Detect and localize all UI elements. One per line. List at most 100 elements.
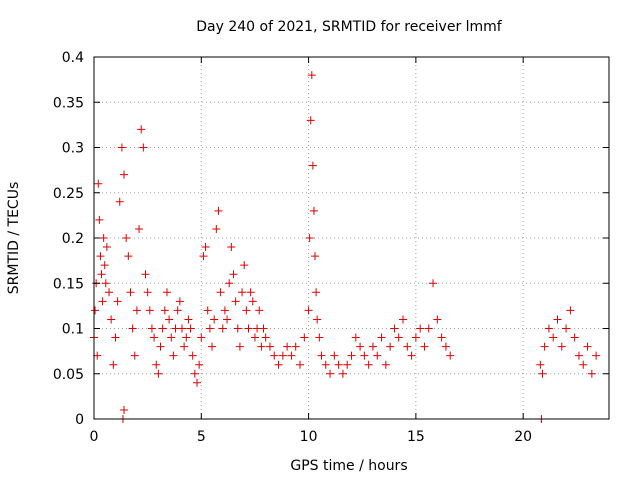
data-point — [117, 143, 126, 152]
data-point — [311, 252, 320, 261]
data-point — [102, 243, 111, 252]
data-point — [242, 306, 251, 315]
data-point — [111, 333, 120, 342]
data-point — [240, 261, 249, 270]
data-point — [265, 342, 274, 351]
data-point — [364, 360, 373, 369]
data-point — [309, 206, 318, 215]
data-point — [137, 125, 146, 134]
y-tick-label: 0.4 — [62, 50, 84, 66]
data-point — [274, 360, 283, 369]
data-point — [152, 360, 161, 369]
data-point — [538, 369, 547, 378]
y-tick-label: 0.05 — [53, 367, 84, 383]
x-tick-label: 0 — [90, 429, 99, 445]
data-point — [416, 324, 425, 333]
data-point — [218, 324, 227, 333]
data-point — [429, 279, 438, 288]
data-point — [235, 342, 244, 351]
data-point — [193, 378, 201, 387]
data-point — [424, 324, 433, 333]
data-point — [203, 306, 212, 315]
data-point — [95, 215, 104, 224]
data-point — [101, 279, 110, 288]
x-axis-label: GPS time / hours — [290, 458, 407, 474]
data-point — [330, 351, 339, 360]
y-tick-label: 0.1 — [62, 322, 84, 338]
data-point — [105, 288, 114, 297]
data-point — [441, 342, 450, 351]
data-point — [120, 405, 129, 414]
data-point — [390, 324, 399, 333]
data-point — [257, 342, 266, 351]
data-point — [411, 333, 420, 342]
axes: 0 0.05 0.1 0.15 0.2 0.25 0.3 0.35 0.4 0 5 10 15 20 — [53, 50, 610, 445]
data-point — [94, 179, 103, 188]
y-tick-label: 0.3 — [62, 141, 84, 157]
data-point — [205, 324, 214, 333]
data-point — [317, 351, 326, 360]
data-point — [347, 351, 356, 360]
data-point — [308, 161, 317, 170]
data-point — [231, 297, 240, 306]
data-point — [147, 324, 156, 333]
data-point — [250, 333, 259, 342]
data-point — [124, 252, 133, 261]
data-point — [244, 324, 253, 333]
data-points — [90, 71, 601, 423]
data-point — [132, 306, 141, 315]
data-point — [175, 297, 184, 306]
data-point — [238, 288, 247, 297]
data-point — [122, 234, 131, 242]
data-point — [177, 324, 186, 333]
data-point — [587, 369, 596, 378]
y-axis-label: SRMTID / TECUs — [6, 182, 22, 295]
data-point — [321, 360, 330, 369]
data-point — [143, 288, 152, 297]
data-point — [557, 342, 566, 351]
data-point — [259, 324, 268, 333]
data-point — [195, 360, 204, 369]
data-point — [216, 288, 225, 297]
data-point — [167, 333, 176, 342]
data-point — [536, 360, 545, 369]
data-point — [306, 116, 315, 125]
data-point — [351, 333, 360, 342]
data-point — [208, 342, 217, 351]
data-point — [270, 351, 279, 360]
data-point — [229, 270, 238, 279]
data-point — [160, 306, 169, 315]
data-point — [296, 360, 304, 369]
data-point — [300, 333, 309, 342]
x-tick-label: 10 — [300, 429, 318, 445]
data-point — [305, 234, 314, 242]
data-point — [338, 369, 347, 378]
data-point — [188, 351, 197, 360]
data-point — [544, 324, 553, 333]
data-point — [246, 288, 255, 297]
data-point — [182, 333, 191, 342]
data-point — [261, 333, 270, 342]
data-point — [255, 306, 264, 315]
chart-title: Day 240 of 2021, SRMTID for receiver lmm… — [196, 19, 503, 35]
data-point — [150, 333, 159, 342]
data-point — [130, 351, 139, 360]
data-point — [115, 197, 124, 206]
data-point — [223, 315, 232, 324]
data-point — [313, 315, 322, 324]
data-point — [368, 342, 377, 351]
data-point — [109, 360, 118, 369]
data-point — [583, 342, 592, 351]
data-point — [212, 224, 221, 233]
data-point — [312, 288, 321, 297]
data-point — [248, 297, 257, 306]
data-point — [158, 324, 167, 333]
data-point — [278, 351, 287, 360]
data-point — [592, 351, 601, 360]
data-point — [549, 333, 558, 342]
data-point — [107, 315, 116, 324]
data-point — [201, 243, 210, 252]
data-point — [156, 342, 165, 351]
data-point — [373, 351, 382, 360]
